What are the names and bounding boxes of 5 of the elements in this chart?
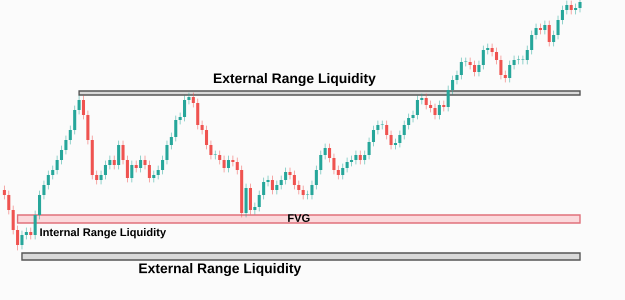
candlestick bbox=[516, 56, 520, 64]
band-label: External Range Liquidity bbox=[139, 263, 302, 276]
band-label: FVG bbox=[288, 214, 310, 222]
band-label: External Range Liquidity bbox=[214, 72, 376, 86]
annotation: Internal Range Liquidity bbox=[40, 228, 166, 238]
